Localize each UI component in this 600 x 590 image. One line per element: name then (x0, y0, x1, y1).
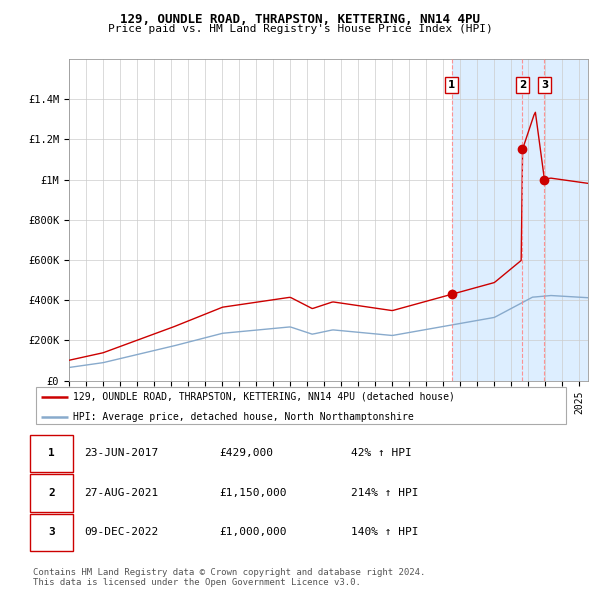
Text: 23-JUN-2017: 23-JUN-2017 (84, 448, 158, 458)
Text: 2: 2 (48, 488, 55, 498)
Text: 1: 1 (448, 80, 455, 90)
Text: Price paid vs. HM Land Registry's House Price Index (HPI): Price paid vs. HM Land Registry's House … (107, 24, 493, 34)
Text: £1,150,000: £1,150,000 (219, 488, 287, 498)
Bar (452, 59, 590, 381)
Text: Contains HM Land Registry data © Crown copyright and database right 2024.: Contains HM Land Registry data © Crown c… (33, 568, 425, 576)
Text: HPI: Average price, detached house, North Northamptonshire: HPI: Average price, detached house, Nort… (73, 412, 414, 422)
Text: 1: 1 (48, 448, 55, 458)
Text: This data is licensed under the Open Government Licence v3.0.: This data is licensed under the Open Gov… (33, 578, 361, 587)
Text: 2: 2 (519, 80, 526, 90)
Text: £1,000,000: £1,000,000 (219, 527, 287, 537)
Text: 27-AUG-2021: 27-AUG-2021 (84, 488, 158, 498)
Text: 3: 3 (48, 527, 55, 537)
Text: £429,000: £429,000 (219, 448, 273, 458)
Text: 214% ↑ HPI: 214% ↑ HPI (351, 488, 419, 498)
Text: 42% ↑ HPI: 42% ↑ HPI (351, 448, 412, 458)
Text: 09-DEC-2022: 09-DEC-2022 (84, 527, 158, 537)
Text: 140% ↑ HPI: 140% ↑ HPI (351, 527, 419, 537)
Text: 129, OUNDLE ROAD, THRAPSTON, KETTERING, NN14 4PU (detached house): 129, OUNDLE ROAD, THRAPSTON, KETTERING, … (73, 392, 455, 402)
FancyBboxPatch shape (35, 388, 566, 424)
Text: 3: 3 (541, 80, 548, 90)
Text: 129, OUNDLE ROAD, THRAPSTON, KETTERING, NN14 4PU: 129, OUNDLE ROAD, THRAPSTON, KETTERING, … (120, 13, 480, 26)
